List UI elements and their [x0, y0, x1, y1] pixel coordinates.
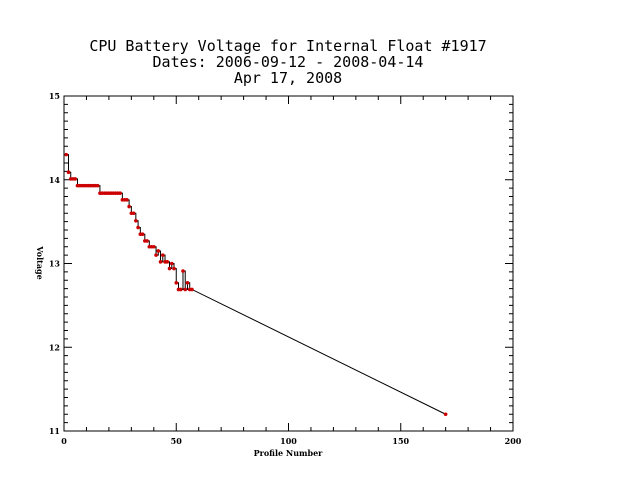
data-point: [145, 239, 149, 243]
data-point: [165, 260, 170, 264]
y-tick-label: 12: [49, 342, 60, 352]
data-point: [169, 261, 174, 266]
x-tick-label: 150: [392, 436, 409, 446]
data-point: [64, 152, 69, 157]
x-tick-label: 100: [280, 436, 297, 446]
data-point: [134, 218, 138, 223]
voltage-series: [64, 152, 448, 417]
y-tick-label: 14: [49, 175, 61, 185]
data-point: [181, 269, 185, 273]
x-axis-label: Profile Number: [254, 448, 324, 458]
data-point: [73, 177, 78, 181]
data-point: [183, 287, 188, 292]
data-point: [190, 287, 194, 292]
data-point: [152, 244, 156, 249]
y-tick-labels: 11 12 13 14 15: [49, 91, 61, 436]
chart-title-line-1: CPU Battery Voltage for Internal Float #…: [89, 37, 486, 55]
data-point: [160, 253, 165, 257]
data-point: [131, 211, 136, 216]
y-tick-label: 11: [49, 426, 60, 436]
data-point: [140, 232, 145, 236]
data-point: [125, 198, 129, 202]
data-point: [167, 266, 172, 271]
data-point: [127, 204, 131, 209]
data-point: [66, 170, 71, 175]
data-point: [174, 280, 179, 285]
x-tick-label: 0: [61, 436, 67, 446]
chart-title-line-2: Dates: 2006-09-12 - 2008-04-14: [153, 53, 424, 71]
data-point: [178, 287, 183, 292]
data-point: [95, 183, 100, 188]
data-point: [156, 249, 161, 253]
y-tick-label: 13: [49, 259, 61, 269]
y-axis-label: Voltage: [35, 245, 45, 279]
x-tick-labels: 0 50 100 150 200: [61, 436, 522, 446]
data-point: [136, 225, 140, 230]
series-line: [66, 154, 446, 415]
y-tick-label: 15: [49, 91, 60, 101]
data-point: [443, 412, 448, 417]
data-point: [185, 280, 190, 285]
data-point: [172, 266, 176, 271]
data-point: [154, 253, 158, 257]
chart-title-line-3: Apr 17, 2008: [234, 69, 342, 87]
axis-ticks: [63, 95, 514, 432]
data-point: [158, 260, 163, 264]
x-tick-label: 200: [505, 436, 522, 446]
plot-frame: [63, 95, 514, 432]
data-point: [118, 191, 122, 195]
x-tick-label: 50: [171, 436, 183, 446]
